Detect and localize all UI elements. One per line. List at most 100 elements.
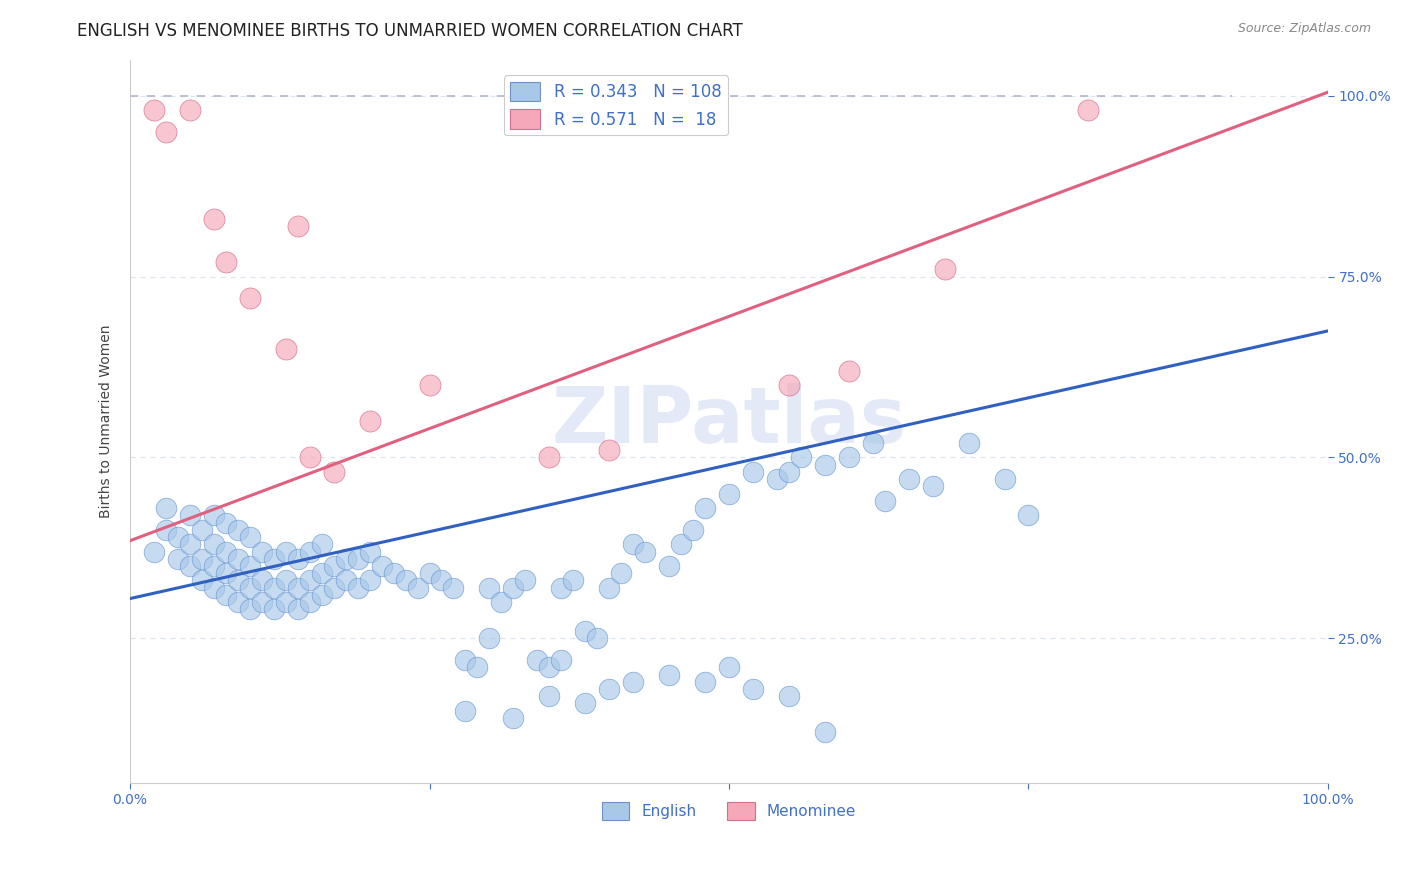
Point <box>814 725 837 739</box>
Point <box>298 544 321 558</box>
Point <box>250 595 273 609</box>
Point <box>202 559 225 574</box>
Point <box>382 566 405 581</box>
Point <box>778 378 800 392</box>
Point <box>502 711 524 725</box>
Text: Source: ZipAtlas.com: Source: ZipAtlas.com <box>1237 22 1371 36</box>
Point <box>538 660 561 674</box>
Point <box>287 581 309 595</box>
Point <box>202 537 225 551</box>
Point <box>454 653 477 667</box>
Point <box>322 559 344 574</box>
Point <box>250 574 273 588</box>
Point <box>202 581 225 595</box>
Point <box>562 574 585 588</box>
Point <box>430 574 453 588</box>
Point <box>215 544 238 558</box>
Point <box>346 551 368 566</box>
Point <box>191 551 214 566</box>
Point <box>226 523 249 537</box>
Point <box>838 450 860 465</box>
Point <box>155 523 177 537</box>
Point <box>202 508 225 523</box>
Point <box>467 660 489 674</box>
Point <box>586 632 609 646</box>
Point <box>335 551 357 566</box>
Point <box>682 523 704 537</box>
Point <box>491 595 513 609</box>
Point <box>1017 508 1039 523</box>
Point <box>359 414 381 428</box>
Point <box>598 581 620 595</box>
Point <box>693 501 716 516</box>
Point <box>478 581 501 595</box>
Point <box>274 574 297 588</box>
Point <box>239 559 262 574</box>
Point <box>550 653 572 667</box>
Point <box>179 537 201 551</box>
Point <box>717 660 740 674</box>
Point <box>717 486 740 500</box>
Point <box>311 537 333 551</box>
Point <box>766 472 789 486</box>
Point <box>598 681 620 696</box>
Point <box>274 544 297 558</box>
Point <box>179 103 201 118</box>
Point <box>359 574 381 588</box>
Point <box>873 494 896 508</box>
Point <box>287 219 309 233</box>
Point <box>634 544 657 558</box>
Point <box>179 559 201 574</box>
Y-axis label: Births to Unmarried Women: Births to Unmarried Women <box>100 325 114 518</box>
Point <box>263 581 285 595</box>
Point <box>250 544 273 558</box>
Point <box>778 690 800 704</box>
Point <box>693 674 716 689</box>
Point <box>287 551 309 566</box>
Point <box>658 559 681 574</box>
Point <box>394 574 416 588</box>
Point <box>669 537 692 551</box>
Point <box>418 566 440 581</box>
Point <box>993 472 1015 486</box>
Point <box>921 479 943 493</box>
Point <box>862 436 884 450</box>
Point <box>742 465 765 479</box>
Point <box>621 537 644 551</box>
Point <box>191 574 214 588</box>
Point <box>574 624 596 639</box>
Point <box>478 632 501 646</box>
Point <box>274 595 297 609</box>
Point <box>215 588 238 602</box>
Point <box>143 103 166 118</box>
Point <box>239 581 262 595</box>
Point <box>598 443 620 458</box>
Text: ENGLISH VS MENOMINEE BIRTHS TO UNMARRIED WOMEN CORRELATION CHART: ENGLISH VS MENOMINEE BIRTHS TO UNMARRIED… <box>77 22 744 40</box>
Point <box>179 508 201 523</box>
Point <box>239 291 262 305</box>
Point <box>298 595 321 609</box>
Point <box>298 450 321 465</box>
Point <box>263 551 285 566</box>
Point <box>502 581 524 595</box>
Point <box>226 551 249 566</box>
Point <box>897 472 920 486</box>
Point <box>370 559 392 574</box>
Text: ZIPatlas: ZIPatlas <box>551 384 907 459</box>
Point <box>155 501 177 516</box>
Point <box>155 125 177 139</box>
Point <box>239 602 262 616</box>
Point <box>226 595 249 609</box>
Point <box>311 588 333 602</box>
Point <box>406 581 429 595</box>
Point <box>658 667 681 681</box>
Point <box>215 566 238 581</box>
Point <box>418 378 440 392</box>
Point <box>143 544 166 558</box>
Point <box>346 581 368 595</box>
Point <box>359 544 381 558</box>
Point <box>814 458 837 472</box>
Point <box>550 581 572 595</box>
Point <box>167 551 190 566</box>
Point <box>610 566 633 581</box>
